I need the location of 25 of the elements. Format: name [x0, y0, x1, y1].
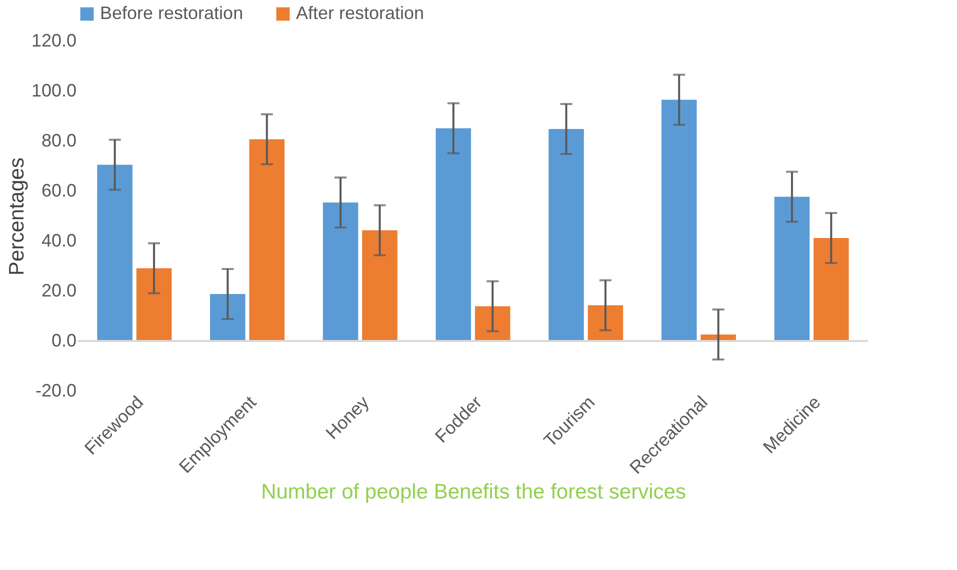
y-axis-title: Percentages — [5, 158, 28, 276]
y-tick-label: -20.0 — [35, 380, 76, 400]
bar — [814, 238, 849, 341]
y-tick-label: 80.0 — [41, 130, 76, 150]
bar — [436, 128, 472, 341]
bar — [210, 294, 246, 341]
y-tick-label: 0.0 — [51, 330, 76, 350]
y-tick-label: 100.0 — [31, 80, 76, 100]
y-tick-label: 20.0 — [41, 280, 76, 300]
y-tick-label: 40.0 — [41, 230, 76, 250]
bar — [97, 164, 132, 341]
bar — [774, 196, 810, 341]
bar — [588, 305, 624, 341]
bar — [136, 268, 172, 341]
bar — [661, 100, 697, 341]
legend-label: Before restoration — [100, 3, 244, 23]
y-tick-label: 60.0 — [41, 180, 76, 200]
x-axis-title: Number of people Benefits the forest services — [261, 480, 686, 504]
bar — [249, 139, 285, 341]
y-tick-label: 120.0 — [31, 30, 76, 50]
bar — [548, 129, 584, 341]
bar — [362, 230, 398, 341]
bar — [474, 306, 510, 341]
legend-label: After restoration — [296, 3, 424, 23]
bar — [322, 202, 358, 341]
